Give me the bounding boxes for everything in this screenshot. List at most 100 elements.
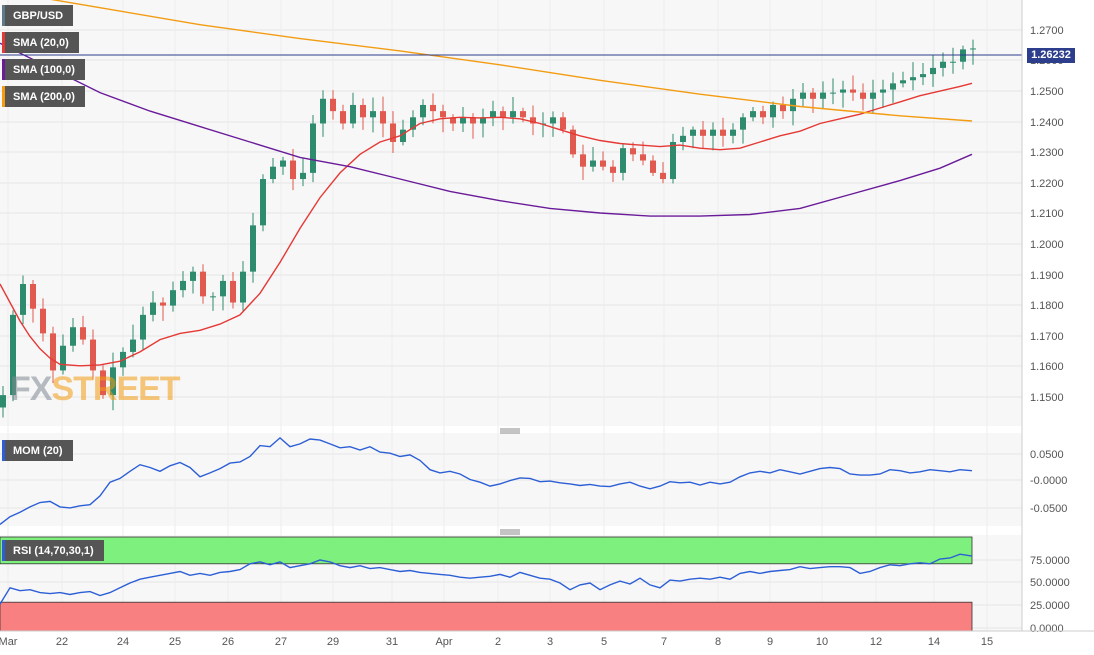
candle-body: [320, 98, 326, 124]
series-line-sma-100-0-: [0, 42, 973, 217]
candle-body: [920, 74, 926, 78]
y-tick-label: 1.2400: [1030, 117, 1064, 129]
candle-body: [60, 345, 66, 371]
candle-body: [860, 92, 866, 99]
y-tick-label: -0.0000: [1030, 475, 1067, 487]
candle-body: [90, 339, 96, 371]
y-tick-label: 1.2000: [1030, 239, 1064, 251]
legend-gbpusd[interactable]: GBP/USD: [2, 5, 74, 26]
candle-body: [100, 370, 106, 396]
candle-body: [20, 284, 26, 315]
y-tick-label: 50.0000: [1030, 577, 1070, 589]
candle-body: [380, 111, 386, 124]
candle-body: [290, 160, 296, 180]
pane-resize-handle[interactable]: [500, 428, 520, 434]
x-tick-label: 27: [275, 636, 287, 648]
candle-body: [570, 129, 576, 155]
legend-swatch: [2, 59, 5, 80]
candle-body: [390, 123, 396, 142]
candle-body: [800, 92, 806, 99]
candle-body: [660, 172, 666, 180]
x-tick-label: Apr: [435, 636, 452, 648]
pane-resize-handle[interactable]: [500, 529, 520, 535]
candle-body: [460, 117, 466, 124]
legend-sma20[interactable]: SMA (20,0): [2, 32, 79, 53]
candle-body: [930, 67, 936, 75]
series-line-mom-20-: [0, 436, 973, 525]
candle-body: [630, 148, 636, 155]
watermark-logo: FXSTREET: [10, 370, 181, 408]
candle-body: [350, 104, 356, 124]
candle-body: [620, 148, 626, 173]
candle-body: [370, 111, 376, 118]
candle-body: [520, 111, 526, 118]
candle-body: [470, 117, 476, 124]
candle-body: [810, 92, 816, 99]
candle-body: [700, 129, 706, 136]
y-tick-label: 1.1700: [1030, 331, 1064, 343]
candle-body: [750, 111, 756, 118]
candle-body: [840, 89, 846, 93]
candle-body: [410, 117, 416, 130]
candle-body: [770, 104, 776, 118]
candle-body: [680, 135, 686, 142]
candle-body: [430, 104, 436, 112]
grid-lines: [0, 0, 1022, 631]
candle-body: [340, 111, 346, 124]
x-tick-label: 5: [601, 636, 607, 648]
y-axis: 1.27001.26001.25001.24001.23001.22001.21…: [1030, 25, 1070, 635]
candle-body: [670, 142, 676, 180]
candle-body: [890, 83, 896, 90]
candle-body: [760, 111, 766, 118]
rsi-zones: [0, 536, 973, 632]
x-axis: Mar 22 24 25 26 27 29 31 Apr 2 3 5 7 8 9 10 12 14 15: [0, 636, 993, 648]
x-tick-label: Mar: [0, 636, 18, 648]
candle-body: [280, 160, 286, 167]
y-tick-label: 1.2200: [1030, 178, 1064, 190]
legend-sma200[interactable]: SMA (200,0): [2, 86, 85, 107]
x-tick-label: 10: [816, 636, 828, 648]
candle-body: [360, 104, 366, 118]
legend-mom[interactable]: MOM (20): [2, 440, 73, 461]
candle-body: [910, 77, 916, 81]
legend-swatch: [2, 86, 5, 107]
candle-body: [0, 395, 6, 408]
y-tick-label: 1.1500: [1030, 392, 1064, 404]
candle-body: [400, 129, 406, 142]
candle-body: [870, 92, 876, 99]
legend-rsi[interactable]: RSI (14,70,30,1): [2, 540, 104, 561]
indicator-lines: [0, 0, 973, 605]
candle-body: [130, 339, 136, 352]
x-tick-label: 29: [327, 636, 339, 648]
candle-body: [80, 327, 86, 340]
legend-sma100[interactable]: SMA (100,0): [2, 59, 85, 80]
candle-body: [210, 296, 216, 298]
candle-body: [150, 302, 156, 315]
legend-swatch: [2, 440, 5, 461]
legend-label: SMA (100,0): [13, 63, 75, 76]
x-tick-label: 9: [767, 636, 773, 648]
candle-body: [900, 80, 906, 84]
x-tick-label: 8: [715, 636, 721, 648]
series-line-rsi-14-70-30-1-: [0, 553, 973, 605]
candle-body: [710, 129, 716, 136]
rsi-oversold-zone: [0, 601, 973, 632]
y-tick-label: 1.2300: [1030, 147, 1064, 159]
legend-label: RSI (14,70,30,1): [13, 544, 94, 557]
legend-swatch: [2, 32, 5, 53]
candle-body: [960, 49, 966, 62]
x-tick-label: 12: [870, 636, 882, 648]
y-tick-label: 1.2700: [1030, 25, 1064, 37]
y-tick-label: 1.1800: [1030, 300, 1064, 312]
rsi-overbought-zone: [0, 536, 973, 565]
candle-body: [180, 280, 186, 291]
candle-body: [610, 166, 616, 173]
candle-body: [230, 280, 236, 303]
candle-body: [850, 89, 856, 93]
candle-body: [510, 111, 516, 118]
candles: [0, 39, 976, 418]
y-tick-label: 75.0000: [1030, 555, 1070, 567]
y-tick-label: 1.2100: [1030, 208, 1064, 220]
candle-body: [250, 225, 256, 272]
